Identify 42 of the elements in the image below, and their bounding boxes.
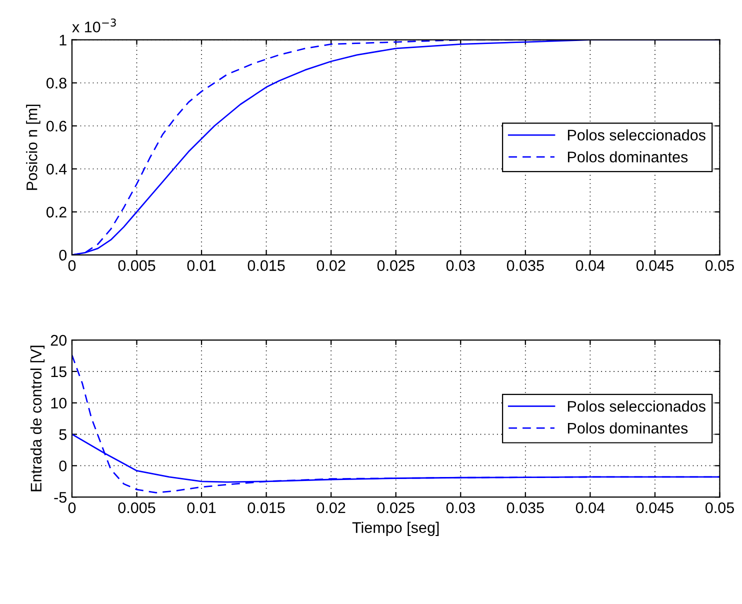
x-tick-label: 0.005 [118, 260, 156, 271]
y-tick-label: -5 [54, 492, 66, 503]
y-tick-label: 15 [51, 366, 66, 378]
y-tick-label: 10 [51, 398, 67, 409]
x-tick-label: 0.01 [187, 260, 216, 271]
y-tick-label: 0.8 [46, 78, 66, 89]
x-tick-label: 0.025 [377, 260, 414, 271]
x-tick-label: 0.02 [316, 260, 346, 271]
legend-label: Polos dominantes [568, 422, 688, 434]
x-tick-label: 0.04 [576, 260, 605, 271]
y-tick-label: 20 [50, 334, 67, 346]
y-tick-label: 1 [60, 34, 66, 46]
x-tick-label: 0 [68, 502, 76, 514]
legend-label: Polos seleccionados [568, 129, 706, 141]
y-axis-title: Entrada de control [V] [30, 346, 45, 492]
x-tick-label: 0 [68, 260, 76, 271]
x-tick-label: 0.005 [118, 502, 156, 514]
y-tick-label: 0.4 [46, 164, 67, 175]
x-tick-label: 0.05 [705, 260, 734, 271]
y-tick-label: 5 [59, 429, 66, 440]
x-tick-label: 0.04 [576, 502, 605, 514]
x-tick-label: 0.045 [636, 502, 674, 514]
y-tick-label: 0 [59, 460, 67, 472]
y-axis-title: Posicio n [m] [26, 104, 40, 190]
y-tick-label: 0.6 [46, 120, 66, 132]
legend-label: Polos seleccionados [568, 400, 706, 412]
x-tick-label: 0.03 [446, 502, 475, 514]
x-tick-label: 0.035 [506, 502, 544, 514]
x-tick-label: 0.01 [187, 502, 216, 514]
x-tick-label: 0.03 [446, 260, 475, 271]
x-axis-title: Tiempo [seg] [352, 522, 439, 536]
x-tick-label: 0.015 [248, 260, 285, 271]
x-tick-label: 0.045 [636, 260, 674, 271]
y-tick-label: 0.2 [46, 206, 66, 218]
x-tick-label: 0.015 [248, 502, 285, 514]
text: x 10$^{−3}$ [72, 18, 116, 32]
x-tick-label: 0.05 [705, 502, 734, 514]
y-tick-label: 0 [59, 250, 67, 261]
x-tick-label: 0.025 [377, 502, 414, 514]
x-tick-label: 0.035 [506, 260, 544, 271]
x-tick-label: 0.02 [316, 502, 346, 514]
legend-label: Polos dominantes [568, 151, 688, 162]
